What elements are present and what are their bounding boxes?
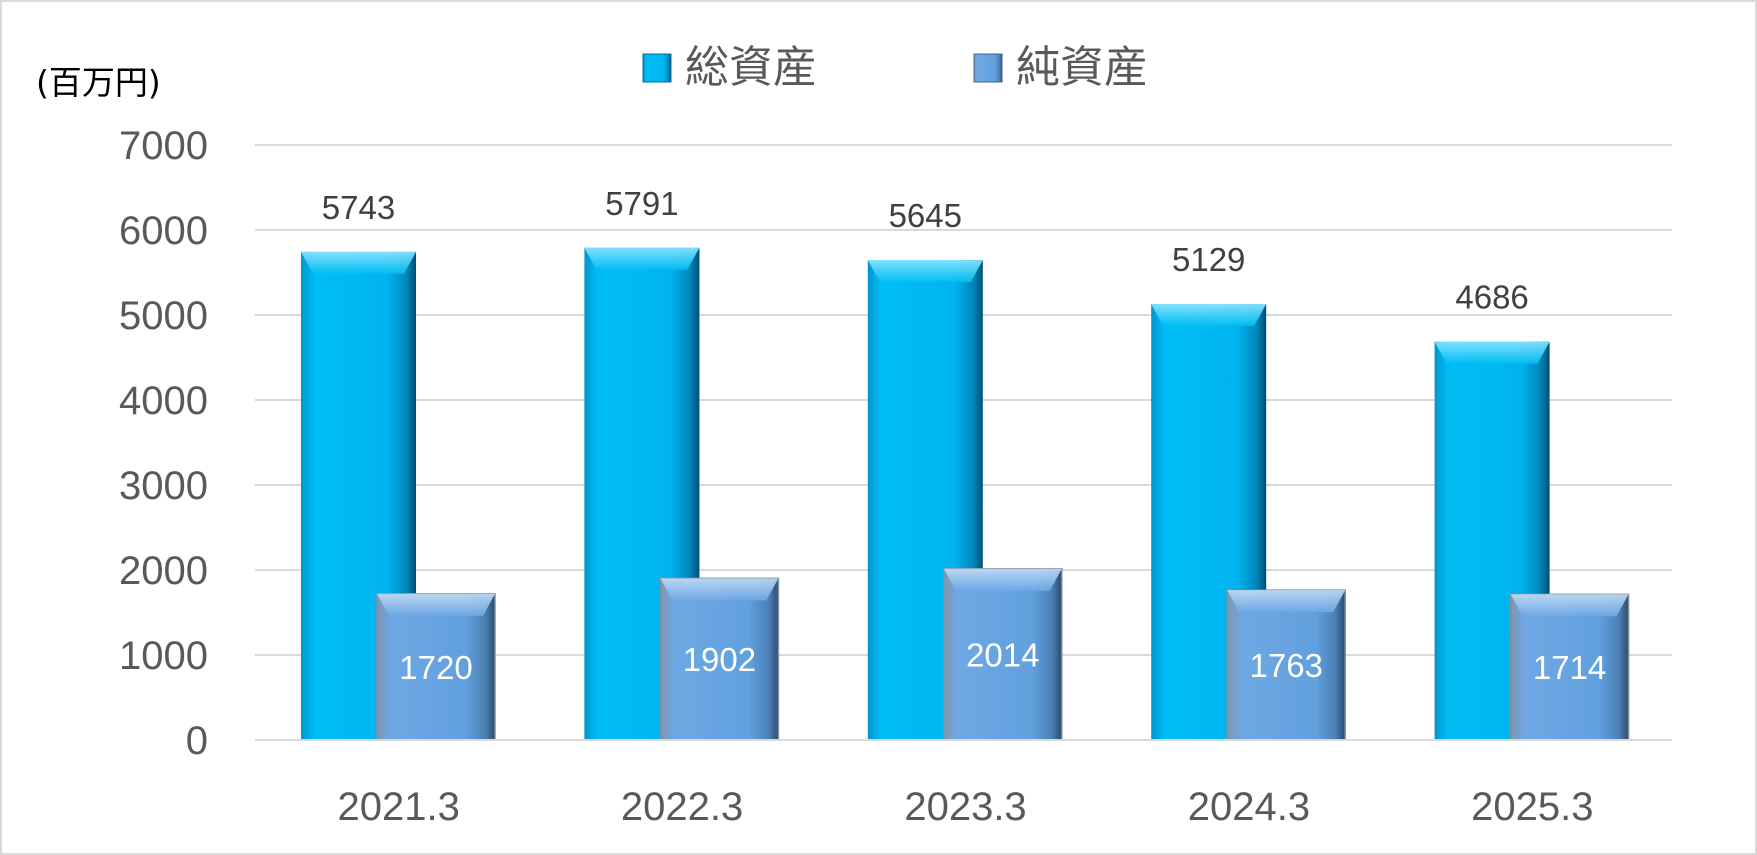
bar-net-assets bbox=[1509, 593, 1630, 741]
y-tick-label: 4000 bbox=[119, 379, 208, 423]
y-tick-label: 6000 bbox=[119, 209, 208, 253]
legend-item-net-assets: 純資産 bbox=[973, 42, 1148, 93]
y-axis: 0 1000 2000 3000 4000 5000 6000 7000 bbox=[119, 124, 208, 763]
legend: 総資産 純資産 bbox=[642, 42, 1148, 93]
x-tick-label: 2023.3 bbox=[904, 785, 1026, 829]
y-tick-label: 7000 bbox=[119, 124, 208, 168]
data-label-total-assets: 5645 bbox=[889, 197, 962, 234]
y-tick-label: 2000 bbox=[119, 549, 208, 593]
x-tick-label: 2022.3 bbox=[621, 785, 743, 829]
y-tick-label: 3000 bbox=[119, 464, 208, 508]
bar-total-assets-bevel bbox=[301, 251, 416, 274]
y-tick-label: 1000 bbox=[119, 634, 208, 678]
x-tick-label: 2021.3 bbox=[338, 785, 460, 829]
bar-net-assets-bevel bbox=[1227, 590, 1346, 613]
legend-swatch-total-assets bbox=[642, 53, 672, 83]
bar-net-assets bbox=[376, 593, 496, 741]
legend-label-total-assets: 総資産 bbox=[685, 42, 817, 93]
bar-total-assets-bevel bbox=[1434, 341, 1550, 364]
legend-item-total-assets: 総資産 bbox=[642, 42, 817, 93]
data-label-total-assets: 5743 bbox=[322, 189, 395, 226]
data-label-net-assets: 2014 bbox=[966, 636, 1039, 673]
data-label-net-assets: 1714 bbox=[1533, 649, 1606, 686]
y-tick-label: 0 bbox=[186, 719, 208, 763]
bar-total-assets-bevel bbox=[867, 260, 983, 283]
bar-net-assets bbox=[943, 568, 1063, 741]
legend-label-net-assets: 純資産 bbox=[1016, 42, 1148, 93]
legend-swatch-net-assets bbox=[973, 53, 1003, 83]
bar-net-assets-bevel bbox=[1510, 594, 1629, 617]
y-tick-label: 5000 bbox=[119, 294, 208, 338]
bar-net-assets bbox=[659, 577, 780, 741]
bar-series: 5743 1720 5791 1902 5645 2014 5129 1763 4686 1714 bbox=[301, 185, 1630, 741]
data-label-total-assets: 5791 bbox=[605, 185, 678, 222]
data-label-net-assets: 1902 bbox=[683, 641, 756, 678]
bar-net-assets-bevel bbox=[377, 593, 495, 616]
data-label-total-assets: 5129 bbox=[1172, 241, 1245, 278]
bar-net-assets-bevel bbox=[943, 568, 1062, 591]
data-label-net-assets: 1720 bbox=[399, 649, 472, 686]
bar-total-assets-bevel bbox=[1151, 304, 1267, 327]
x-tick-label: 2025.3 bbox=[1471, 785, 1593, 829]
x-axis: 2021.3 2022.3 2023.3 2024.3 2025.3 bbox=[255, 739, 1672, 829]
x-tick-label: 2024.3 bbox=[1188, 785, 1310, 829]
y-axis-unit-label: (百万円) bbox=[36, 63, 161, 102]
bar-net-assets-bevel bbox=[660, 578, 779, 601]
data-label-net-assets: 1763 bbox=[1249, 647, 1322, 684]
bar-total-assets-bevel bbox=[584, 247, 700, 270]
bar-net-assets bbox=[1226, 589, 1346, 741]
data-label-total-assets: 4686 bbox=[1455, 279, 1528, 316]
